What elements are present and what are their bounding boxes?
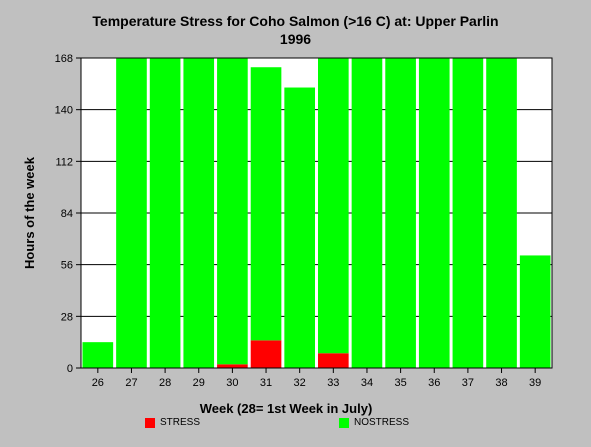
legend-item-nostress: NOSTRESS — [339, 417, 409, 428]
plot-border — [80, 57, 553, 369]
bar-stress-week-31 — [250, 340, 282, 368]
y-tick-label: 28 — [61, 311, 73, 323]
bar-nostress-week-30 — [217, 58, 248, 365]
bar-nostress-week-33 — [318, 58, 349, 354]
bar-nostress-week-35 — [385, 58, 416, 368]
legend-label-stress: STRESS — [160, 417, 201, 428]
legend-swatch-nostress — [339, 417, 349, 428]
bar-nostress-week-39 — [519, 255, 551, 368]
legend-swatch-stress — [145, 417, 155, 428]
y-tick-label: 0 — [67, 363, 73, 375]
chart-title: Temperature Stress for Coho Salmon (>16 … — [92, 13, 499, 29]
x-tick-label: 33 — [327, 377, 339, 389]
x-tick-label: 35 — [394, 377, 406, 389]
bar-nostress-week-37 — [452, 58, 484, 368]
x-axis-label: Week (28= 1st Week in July) — [200, 401, 373, 416]
bars — [82, 58, 551, 369]
bar-nostress-week-26 — [82, 342, 114, 368]
y-tick-label: 84 — [61, 208, 73, 220]
x-tick-label: 26 — [92, 377, 104, 389]
bar-nostress-week-29 — [183, 58, 215, 368]
x-tick-label: 37 — [462, 377, 474, 389]
y-tick-label: 168 — [55, 53, 73, 65]
bar-stress-week-30 — [217, 364, 248, 368]
x-tick-label: 29 — [193, 377, 205, 389]
bar-nostress-week-32 — [284, 87, 315, 369]
y-axis-label: Hours of the week — [22, 156, 37, 269]
bar-nostress-week-31 — [250, 67, 282, 341]
x-tick-label: 28 — [159, 377, 171, 389]
bar-nostress-week-28 — [149, 58, 181, 368]
bar-nostress-week-27 — [116, 58, 147, 368]
legend-item-stress: STRESS — [145, 417, 200, 428]
x-tick-label: 30 — [226, 377, 238, 389]
legend-label-nostress: NOSTRESS — [354, 417, 410, 428]
bar-stress-week-33 — [318, 353, 349, 368]
x-tick-label: 38 — [495, 377, 507, 389]
x-tick-label: 27 — [125, 377, 137, 389]
x-tick-label: 31 — [260, 377, 272, 389]
y-axis: 0 28 56 84 112 140 168 — [55, 53, 81, 375]
x-tick-label: 32 — [294, 377, 306, 389]
y-tick-label: 140 — [55, 105, 73, 117]
x-tick-label: 36 — [428, 377, 440, 389]
x-tick-label: 34 — [361, 377, 373, 389]
bar-nostress-week-34 — [351, 58, 383, 368]
bar-nostress-week-38 — [486, 58, 517, 368]
x-axis: 26 27 28 29 30 31 32 33 34 35 36 37 38 39 — [92, 368, 541, 389]
y-tick-label: 112 — [55, 156, 73, 168]
bar-nostress-week-36 — [418, 58, 450, 368]
x-tick-label: 39 — [529, 377, 541, 389]
y-tick-label: 56 — [61, 260, 73, 272]
chart-subtitle: 1996 — [279, 31, 312, 47]
